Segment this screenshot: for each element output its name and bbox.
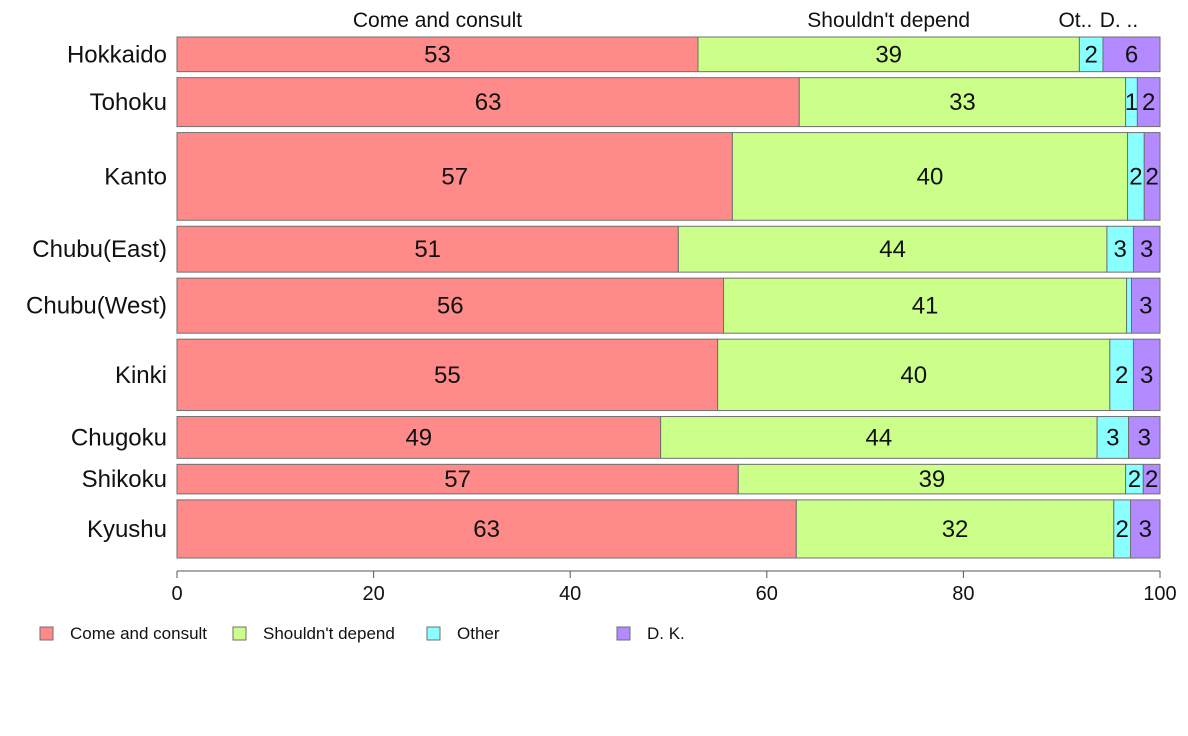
legend-swatch-shouldn-t-depend (232, 626, 247, 641)
data-label-hokkaido-shouldn-t-depend: 39 (875, 41, 902, 68)
bar-segment-shikoku-come-and-consult (176, 463, 739, 495)
bar-segment-hokkaido-shouldn-t-depend (697, 36, 1080, 73)
data-label-kyushu-other: 2 (1115, 516, 1128, 543)
bar-segment-tohoku-come-and-consult (176, 77, 800, 128)
x-tick-label-100: 100 (1143, 583, 1176, 605)
legend-label-other: Other (457, 624, 500, 643)
data-label-tohoku-other: 1 (1125, 89, 1138, 116)
data-label-chugoku-d-k: 3 (1138, 424, 1151, 451)
bar-segment-kinki-come-and-consult (176, 338, 719, 412)
category-label-tohoku: Tohoku (90, 89, 167, 116)
data-label-hokkaido-other: 2 (1085, 41, 1098, 68)
bar-segment-chubu-east-shouldn-t-depend (677, 225, 1108, 273)
category-label-chubu-east: Chubu(East) (32, 236, 167, 263)
bar-segment-tohoku-shouldn-t-depend (798, 77, 1127, 128)
x-tick-label-20: 20 (362, 583, 384, 605)
x-tick-label-40: 40 (559, 583, 581, 605)
category-label-hokkaido: Hokkaido (67, 41, 167, 68)
bar-segment-chubu-west-come-and-consult (176, 277, 725, 334)
category-label-kyushu: Kyushu (87, 516, 167, 543)
legend-label-shouldn-t-depend: Shouldn't depend (263, 624, 395, 643)
bar-segment-chubu-west-other (1126, 277, 1132, 334)
data-label-tohoku-shouldn-t-depend: 33 (949, 89, 976, 116)
data-label-tohoku-come-and-consult: 63 (475, 89, 502, 116)
data-label-kyushu-shouldn-t-depend: 32 (942, 516, 969, 543)
bar-segment-chubu-west-d-k (1130, 277, 1161, 334)
data-label-chubu-east-shouldn-t-depend: 44 (879, 236, 906, 263)
data-label-kinki-shouldn-t-depend: 40 (900, 362, 927, 389)
data-label-shikoku-d-k: 2 (1145, 466, 1158, 493)
bar-segment-chubu-east-come-and-consult (176, 225, 679, 273)
data-label-kanto-other: 2 (1129, 163, 1142, 190)
bar-segment-kyushu-come-and-consult (176, 499, 797, 559)
bar-segment-hokkaido-d-k (1102, 36, 1161, 73)
data-label-kyushu-come-and-consult: 63 (473, 516, 500, 543)
bar-segment-chugoku-d-k (1128, 416, 1161, 459)
data-label-hokkaido-d-k: 6 (1125, 41, 1138, 68)
bar-segment-kanto-d-k (1143, 132, 1161, 221)
data-label-hokkaido-come-and-consult: 53 (424, 41, 451, 68)
top-label-come-and-consult: Come and consult (353, 9, 522, 32)
data-label-chubu-east-other: 3 (1114, 236, 1127, 263)
category-label-kinki: Kinki (115, 362, 167, 389)
bar-segment-kanto-shouldn-t-depend (731, 132, 1129, 221)
category-label-chugoku: Chugoku (71, 424, 167, 451)
bar-segment-shikoku-d-k (1142, 463, 1161, 495)
data-label-chubu-west-d-k: 3 (1139, 293, 1152, 320)
legend-label-come-and-consult: Come and consult (70, 624, 207, 643)
bar-segment-chugoku-shouldn-t-depend (660, 416, 1098, 459)
bar-segment-chubu-west-shouldn-t-depend (723, 277, 1128, 334)
data-label-chugoku-come-and-consult: 49 (405, 424, 432, 451)
data-label-shikoku-shouldn-t-depend: 39 (919, 466, 946, 493)
bar-segment-kinki-d-k (1132, 338, 1161, 412)
data-label-kanto-come-and-consult: 57 (441, 163, 468, 190)
x-tick-label-0: 0 (171, 583, 182, 605)
category-label-kanto: Kanto (104, 163, 167, 190)
data-label-kanto-d-k: 2 (1145, 163, 1158, 190)
bar-segment-chubu-east-d-k (1132, 225, 1161, 273)
data-label-kinki-other: 2 (1115, 362, 1128, 389)
top-label-shouldn-t-depend: Shouldn't depend (807, 9, 970, 32)
data-label-chugoku-shouldn-t-depend: 44 (866, 424, 893, 451)
data-label-chubu-west-come-and-consult: 56 (437, 293, 464, 320)
data-label-kanto-shouldn-t-depend: 40 (917, 163, 944, 190)
bar-segment-kinki-shouldn-t-depend (717, 338, 1111, 412)
data-label-kyushu-d-k: 3 (1139, 516, 1152, 543)
bar-segment-shikoku-shouldn-t-depend (737, 463, 1127, 495)
top-label-other: Ot.. (1058, 9, 1092, 32)
bar-segment-tohoku-d-k (1136, 77, 1161, 128)
bar-segment-chugoku-come-and-consult (176, 416, 662, 459)
data-label-chubu-east-d-k: 3 (1140, 236, 1153, 263)
bar-segment-kanto-come-and-consult (176, 132, 733, 221)
data-label-kinki-come-and-consult: 55 (434, 362, 461, 389)
bar-segment-chugoku-other (1096, 416, 1130, 459)
data-label-chubu-west-shouldn-t-depend: 41 (912, 293, 939, 320)
x-tick-label-60: 60 (756, 583, 778, 605)
data-label-chubu-east-come-and-consult: 51 (414, 236, 441, 263)
data-label-kinki-d-k: 3 (1140, 362, 1153, 389)
legend-swatch-other (426, 626, 441, 641)
top-label-d-k: D. .. (1100, 9, 1139, 32)
data-label-chugoku-other: 3 (1106, 424, 1119, 451)
category-label-chubu-west: Chubu(West) (26, 293, 167, 320)
bar-segment-kyushu-shouldn-t-depend (795, 499, 1115, 559)
legend-label-d-k: D. K. (647, 624, 685, 643)
category-label-shikoku: Shikoku (82, 466, 167, 493)
legend-swatch-come-and-consult (39, 626, 54, 641)
data-label-shikoku-other: 2 (1128, 466, 1141, 493)
x-tick-label-80: 80 (952, 583, 974, 605)
bar-segment-hokkaido-come-and-consult (176, 36, 699, 73)
legend-swatch-d-k (616, 626, 631, 641)
data-label-tohoku-d-k: 2 (1142, 89, 1155, 116)
bar-segment-kyushu-d-k (1130, 499, 1161, 559)
data-label-shikoku-come-and-consult: 57 (444, 466, 471, 493)
